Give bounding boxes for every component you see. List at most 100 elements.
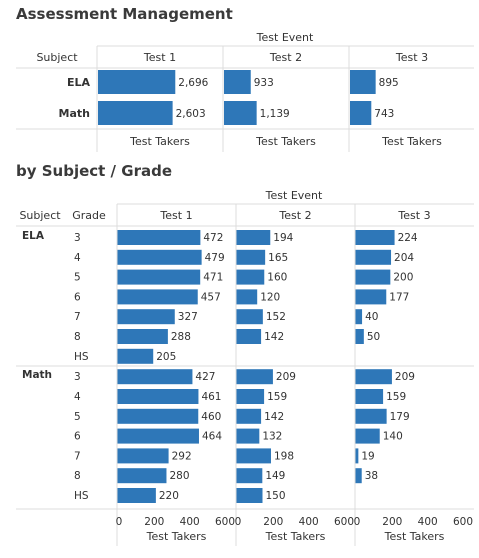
bar-value-label: 209 (395, 371, 415, 383)
bar-value-label: 209 (276, 371, 296, 383)
bar-math-grade-4-test-2 (236, 389, 265, 404)
chart-assessment-by-subject: Test Event Subject Test 1 Test 2 Test 3 ELA 2,… (16, 31, 474, 152)
grade-label: 8 (74, 331, 81, 343)
bar-value-label: 464 (202, 431, 222, 443)
row-header-subject: Subject (19, 209, 61, 222)
bar-ela-grade-4-test-3 (355, 249, 392, 265)
bar-math-grade-3-test-1 (117, 369, 193, 385)
bar-math-grade-8-test-3 (355, 468, 362, 484)
bar-value-label: 895 (379, 77, 399, 89)
bar-value-label: 152 (266, 311, 286, 323)
bar-value-label: 19 (361, 450, 374, 462)
row-label-ela: ELA (67, 76, 91, 89)
axis-title-test-takers: Test Takers (381, 135, 442, 148)
row-header-subject: Subject (36, 51, 78, 64)
chart-title-assessment-management: Assessment Management (16, 5, 233, 23)
panel-header-test-2: Test 2 (269, 51, 302, 64)
bar-math-test-3 (350, 101, 372, 125)
bar-value-label: 457 (201, 291, 221, 303)
bar-value-label: 292 (172, 450, 192, 462)
row-label-math: Math (59, 107, 90, 120)
bar-value-label: 224 (398, 232, 418, 244)
bar-value-label: 461 (201, 391, 221, 403)
bar-ela-grade-5-test-1 (117, 269, 201, 285)
bar-math-grade-8-test-2 (236, 468, 263, 484)
x-tick-label: 0 (354, 516, 361, 528)
grade-label: 7 (74, 450, 81, 462)
bar-value-label: 160 (267, 272, 287, 284)
bar-ela-grade-8-test-1 (117, 329, 168, 344)
panel-header-test-3: Test 3 (397, 209, 430, 222)
bar-value-label: 132 (262, 431, 282, 443)
grade-label: 6 (74, 431, 81, 443)
bar-value-label: 205 (156, 351, 176, 363)
bar-value-label: 743 (374, 108, 394, 120)
bar-value-label: 460 (201, 411, 221, 423)
bar-value-label: 194 (273, 232, 293, 244)
bar-value-label: 165 (268, 252, 288, 264)
bar-value-label: 472 (203, 232, 223, 244)
x-tick-label: 400 (180, 516, 200, 528)
grade-label: 8 (74, 470, 81, 482)
column-header-test-event: Test Event (265, 189, 323, 202)
bar-ela-grade-hs-test-1 (117, 348, 154, 364)
bar-value-label: 427 (195, 371, 215, 383)
bar-ela-grade-3-test-1 (117, 230, 201, 245)
x-tick-label: 200 (382, 516, 402, 528)
bar-value-label: 149 (265, 470, 285, 482)
grade-label: 4 (74, 391, 81, 403)
bar-value-label: 288 (171, 331, 191, 343)
bar-math-grade-5-test-1 (117, 408, 199, 424)
row-header-grade: Grade (72, 209, 106, 222)
grade-label: 5 (74, 411, 81, 423)
subject-label-math: Math (22, 369, 52, 381)
grade-label: HS (74, 490, 89, 502)
column-header-test-event: Test Event (256, 31, 314, 44)
grade-label: 4 (74, 252, 81, 264)
bar-ela-grade-8-test-2 (236, 329, 262, 344)
bar-value-label: 179 (390, 411, 410, 423)
bar-value-label: 177 (389, 291, 409, 303)
panel-header-test-1: Test 1 (159, 209, 192, 222)
bar-value-label: 150 (266, 490, 286, 502)
bar-ela-grade-5-test-3 (355, 269, 391, 285)
bar-value-label: 1,139 (260, 108, 290, 120)
bar-value-label: 327 (178, 311, 198, 323)
grade-label: 6 (74, 291, 81, 303)
bar-ela-grade-6-test-3 (355, 289, 387, 305)
grade-label: 5 (74, 272, 81, 284)
bar-math-grade-3-test-2 (236, 369, 273, 385)
bar-ela-grade-6-test-1 (117, 289, 198, 305)
bar-ela-grade-7-test-1 (117, 309, 175, 325)
x-tick-label: 600 (453, 516, 473, 528)
subject-label-ela: ELA (22, 230, 45, 242)
bar-value-label: 204 (394, 252, 414, 264)
bar-math-grade-hs-test-2 (236, 488, 263, 503)
grade-label: HS (74, 351, 89, 363)
bar-math-grade-5-test-3 (355, 408, 387, 424)
bar-ela-grade-5-test-2 (236, 269, 265, 285)
bar-math-grade-3-test-3 (355, 369, 392, 385)
bar-ela-grade-6-test-2 (236, 289, 258, 305)
bar-math-grade-7-test-1 (117, 448, 169, 464)
x-tick-label: 200 (144, 516, 164, 528)
bar-ela-grade-4-test-2 (236, 249, 266, 265)
bar-math-test-1 (98, 101, 173, 125)
bar-value-label: 2,696 (178, 77, 208, 89)
bar-ela-grade-7-test-2 (236, 309, 263, 325)
bar-value-label: 198 (274, 450, 294, 462)
bar-value-label: 38 (365, 470, 378, 482)
bar-math-grade-hs-test-1 (117, 488, 156, 503)
bar-value-label: 159 (267, 391, 287, 403)
bar-value-label: 50 (367, 331, 380, 343)
panel-header-test-3: Test 3 (395, 51, 428, 64)
axis-title-test-takers: Test Takers (146, 530, 207, 543)
bar-value-label: 2,603 (176, 108, 206, 120)
grade-label: 7 (74, 311, 81, 323)
bar-value-label: 159 (386, 391, 406, 403)
bar-math-grade-7-test-3 (355, 448, 359, 464)
chart-title-by-subject-grade: by Subject / Grade (16, 162, 172, 180)
panel-header-test-1: Test 1 (143, 51, 176, 64)
bar-ela-grade-4-test-1 (117, 249, 202, 265)
